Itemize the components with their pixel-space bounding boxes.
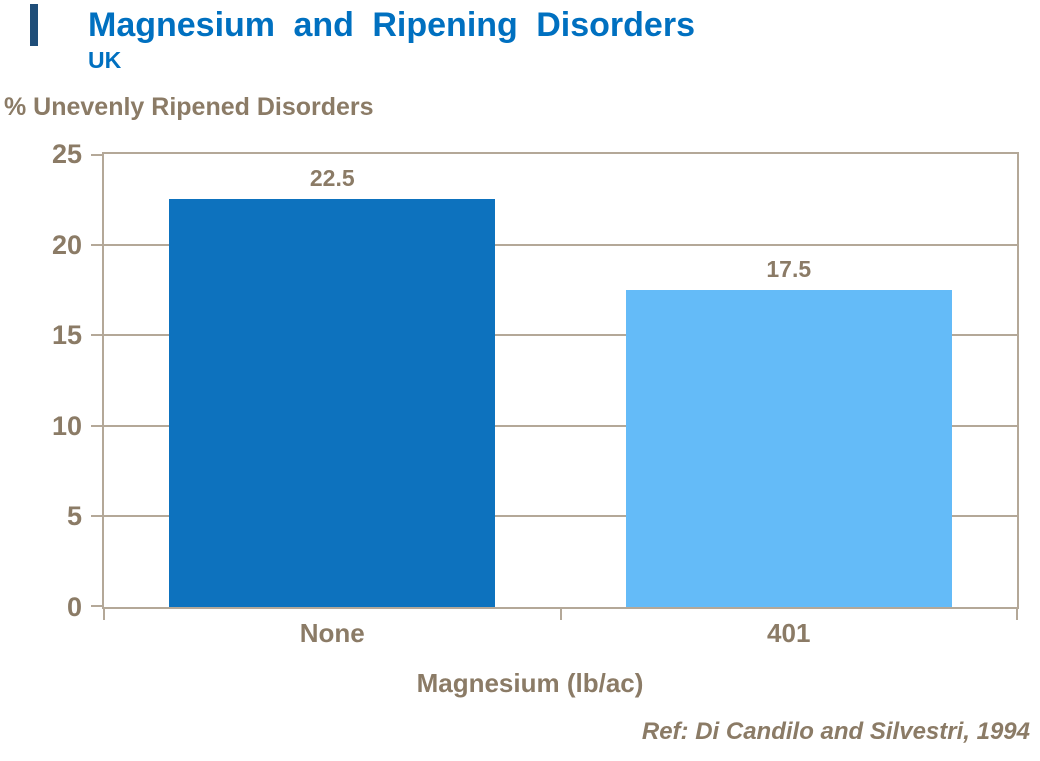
gridline [104, 334, 1017, 337]
bar-none [169, 199, 496, 607]
y-axis-title: % Unevenly Ripened Disorders [4, 93, 374, 121]
x-tick-mark [103, 609, 105, 620]
y-tick-mark [91, 243, 102, 246]
y-tick-label: 5 [66, 501, 82, 532]
x-category-label: 401 [767, 618, 811, 648]
page-subtitle: UK [88, 47, 122, 73]
y-tick-mark [91, 424, 102, 427]
page-title: Magnesium and Ripening Disorders [88, 6, 695, 44]
y-tick-label: 0 [66, 592, 82, 622]
x-tick-mark [559, 609, 562, 620]
x-tick-mark [1016, 609, 1018, 620]
x-axis-title: Magnesium (lb/ac) [416, 668, 644, 698]
reference-text: Ref: Di Candilo and Silvestri, 1994 [641, 718, 1030, 745]
x-category-label: None [299, 618, 365, 648]
y-tick-mark [91, 154, 102, 156]
bar-value-label: 22.5 [309, 165, 355, 192]
y-tick-label: 10 [51, 410, 82, 441]
y-tick-mark [91, 334, 102, 337]
y-tick-label: 15 [51, 320, 82, 351]
plot-area: 0 5 10 15 20 25 22.5 None 17.5 401 [52, 141, 1019, 647]
y-tick-label: 25 [51, 139, 82, 169]
y-tick-mark [91, 515, 102, 518]
accent-bar [30, 4, 38, 46]
y-tick-label: 20 [51, 229, 82, 260]
bar-401 [625, 289, 952, 607]
bar-value-label: 17.5 [766, 255, 812, 282]
y-tick-mark [91, 605, 102, 607]
gridline [104, 424, 1017, 427]
gridline [104, 243, 1017, 246]
gridline [104, 515, 1017, 518]
